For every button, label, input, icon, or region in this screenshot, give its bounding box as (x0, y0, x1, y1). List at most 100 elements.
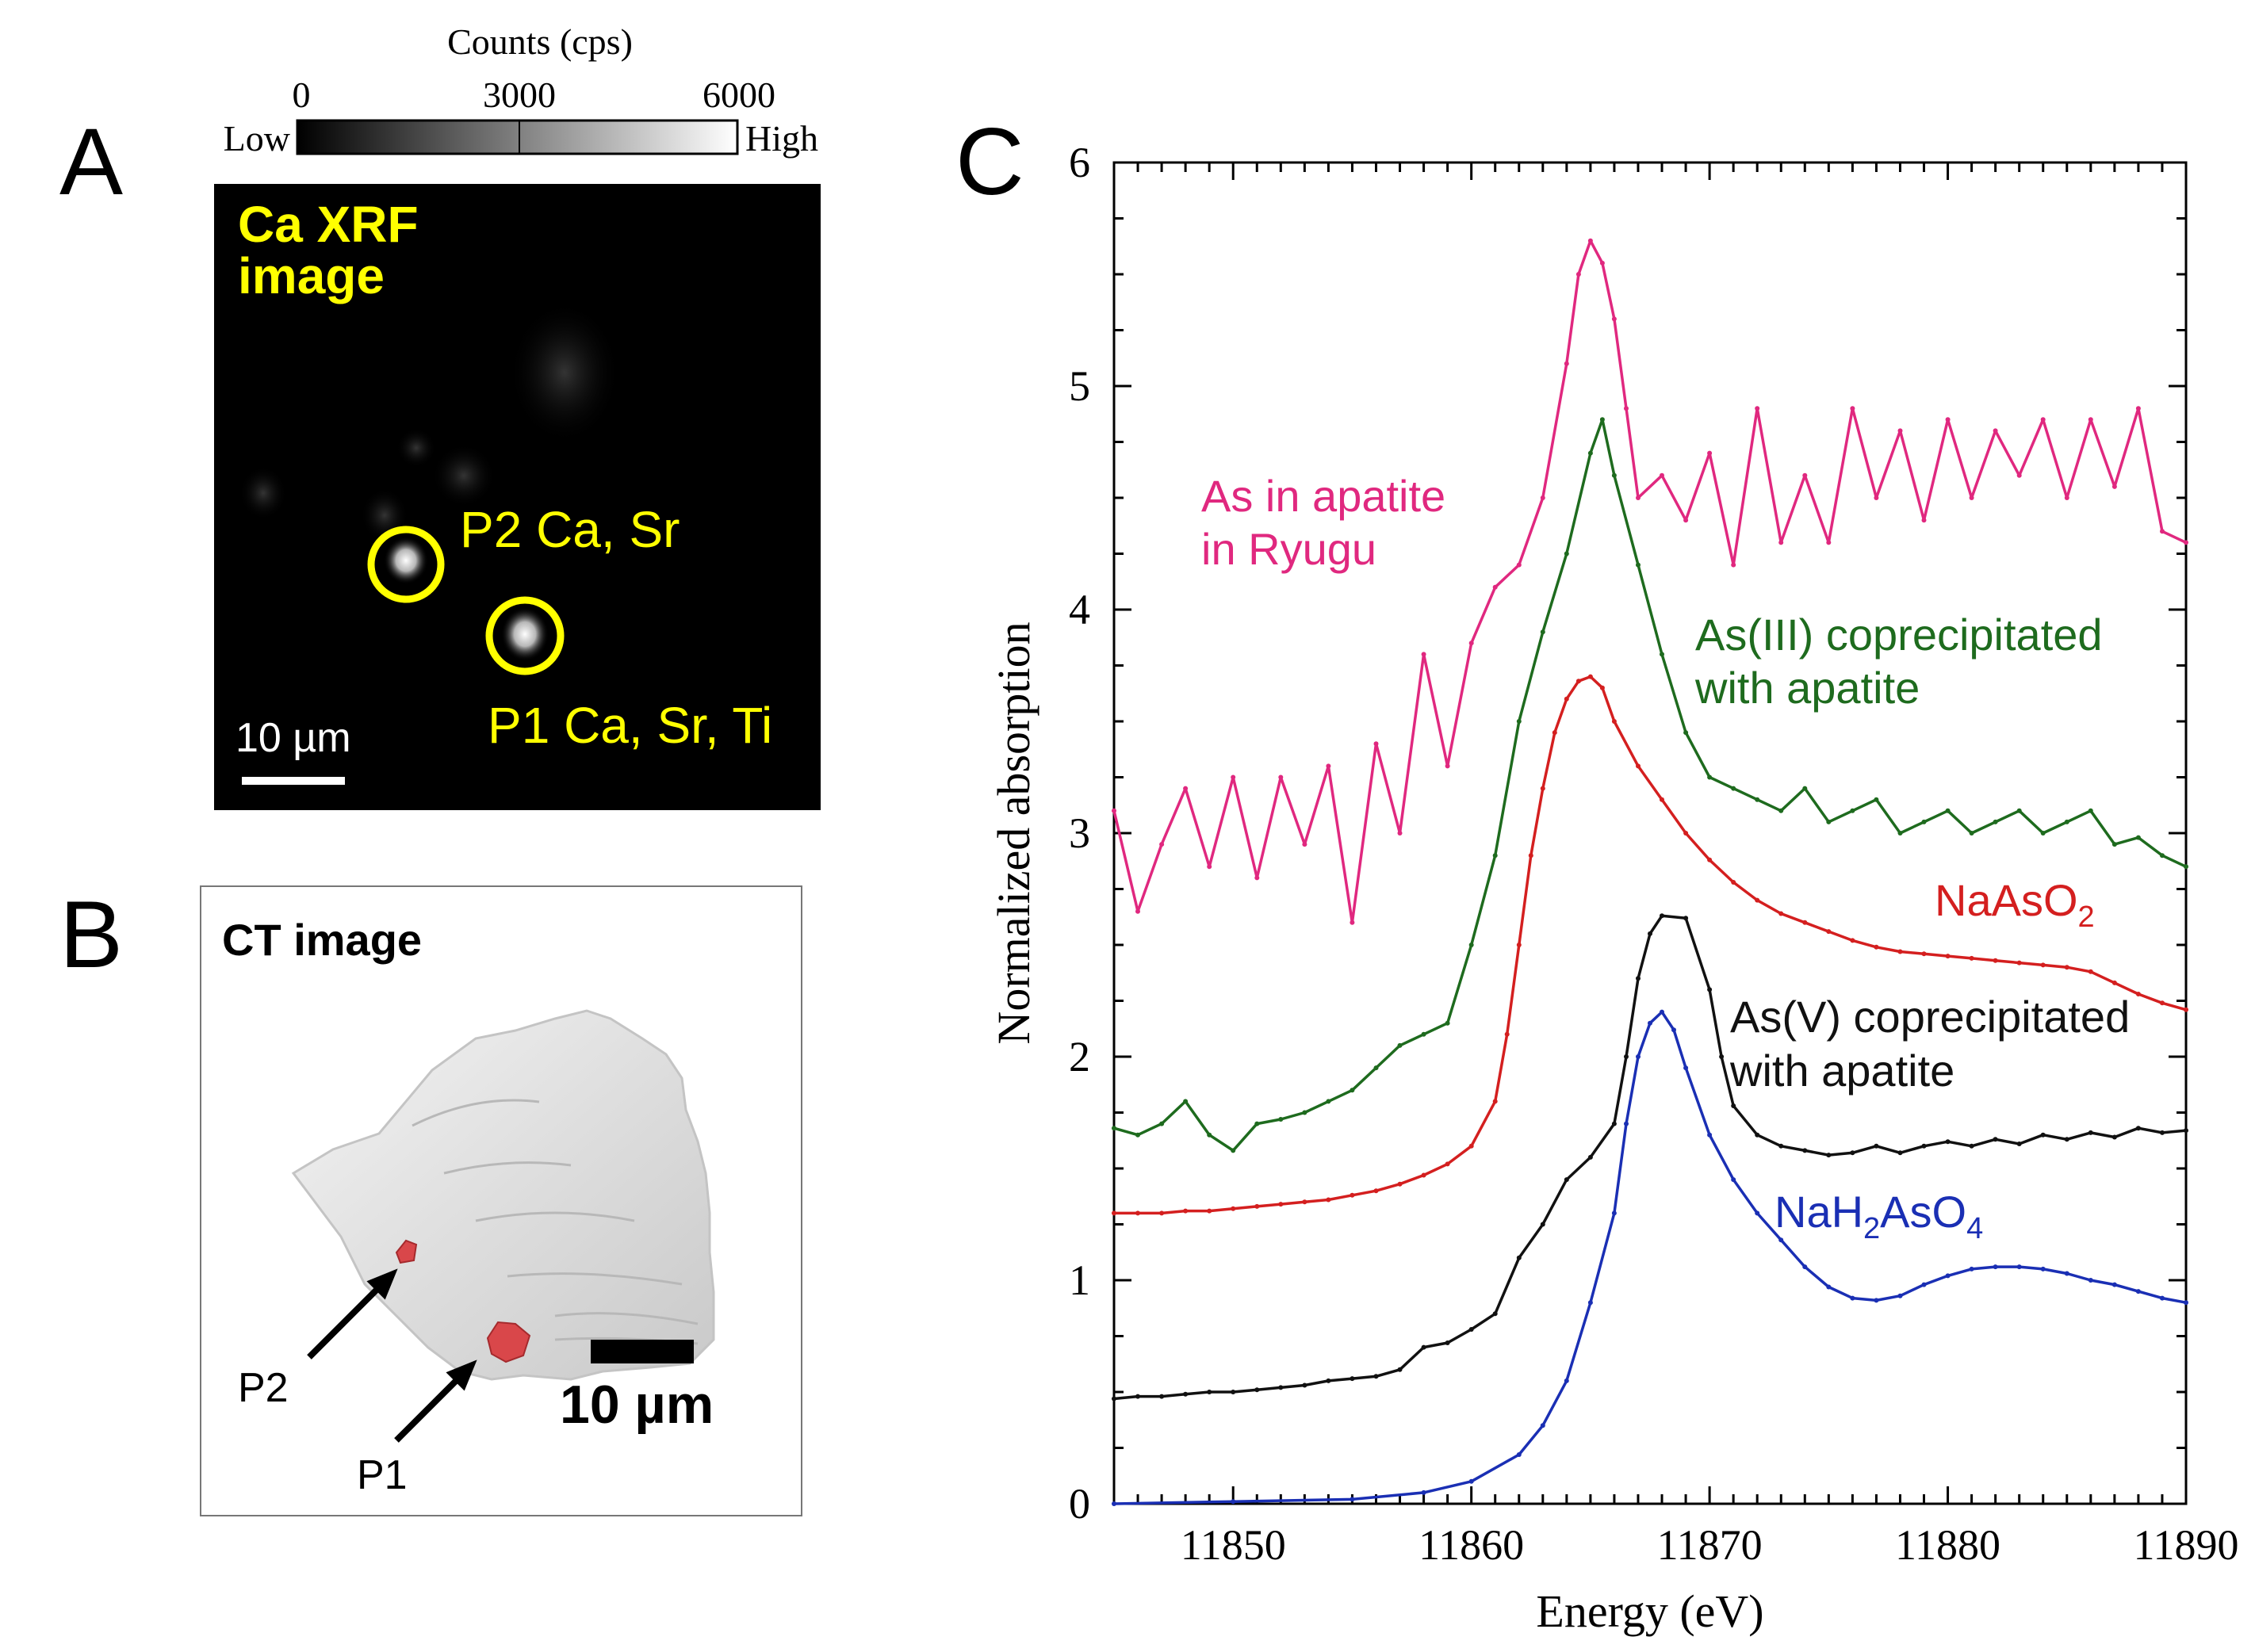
data-point (1683, 518, 1689, 523)
data-point (1636, 976, 1641, 981)
data-point (1231, 1499, 1236, 1505)
ct-p1-label: P1 (357, 1452, 408, 1498)
data-point (1575, 679, 1581, 684)
y-tick-label: 4 (1069, 586, 1090, 633)
data-point (2040, 1132, 2046, 1138)
data-point (1564, 696, 1569, 702)
label-nah2aso4: NaH2AsO4 (1775, 1187, 1983, 1245)
label-nah2aso4-p3: 4 (1966, 1212, 1983, 1245)
data-point (1421, 1172, 1426, 1178)
data-point (1564, 1378, 1569, 1383)
data-point (1611, 1210, 1617, 1216)
data-point (2135, 1126, 2141, 1131)
data-point (1207, 864, 1212, 870)
data-point (1302, 1382, 1307, 1388)
data-point (1731, 880, 1736, 885)
xrf-title-line2: image (238, 247, 385, 304)
data-point (1540, 1222, 1545, 1227)
x-axis-label: Energy (eV) (1536, 1585, 1763, 1637)
data-point (1778, 911, 1784, 916)
data-point (1921, 819, 1927, 824)
data-point (1802, 1264, 1808, 1270)
plot-frame (1112, 161, 2188, 1505)
data-point (1707, 857, 1713, 862)
data-point (1468, 943, 1474, 947)
data-point (1611, 472, 1617, 478)
data-point (1850, 1295, 1855, 1301)
data-point (1159, 1210, 1165, 1216)
data-point (1993, 428, 1998, 434)
data-point (1921, 518, 1927, 523)
colorbar-title: Counts (cps) (447, 21, 633, 62)
arrow-p1-head (446, 1359, 477, 1391)
data-point (2160, 1000, 2165, 1006)
ct-particle-p1 (486, 1321, 531, 1363)
colorbar-tick-3000: 3000 (483, 75, 556, 115)
data-point (1516, 562, 1522, 568)
data-point (1135, 1132, 1140, 1138)
data-point (1850, 406, 1855, 411)
data-point (1445, 1340, 1450, 1345)
data-point (1850, 808, 1855, 813)
data-point (1207, 1208, 1212, 1214)
data-point (1969, 955, 1974, 961)
data-point (1231, 1206, 1236, 1211)
data-point (1302, 1110, 1307, 1115)
data-point (1183, 786, 1189, 791)
data-point (1159, 1121, 1165, 1126)
data-point (1660, 913, 1664, 919)
data-point (2064, 819, 2069, 824)
data-point (2088, 417, 2093, 423)
xrf-image: Ca XRF image P2 Ca, Sr P1 Ca, Sr, Ti 10 … (214, 184, 821, 810)
data-point (1731, 1177, 1736, 1183)
data-point (2088, 969, 2093, 974)
data-point (1755, 1210, 1760, 1216)
y-tick-label: 5 (1069, 362, 1090, 410)
data-point (1778, 1237, 1784, 1243)
xrf-haze (239, 466, 287, 520)
panel-b: B CT image P2 P1 10 µm (59, 881, 802, 1516)
data-point (1921, 1143, 1927, 1149)
data-point (1326, 1099, 1331, 1104)
data-point (1921, 951, 1927, 957)
data-point (1350, 1497, 1355, 1502)
xrf-background (214, 184, 821, 810)
data-point (2088, 1278, 2093, 1283)
data-point (1159, 1394, 1165, 1399)
data-point (1731, 786, 1736, 791)
data-point (1112, 1501, 1116, 1506)
xrf-scale-bar (242, 777, 345, 785)
data-point (2184, 1300, 2188, 1306)
data-point (2016, 808, 2022, 813)
data-point (2135, 406, 2141, 411)
data-point (1302, 842, 1307, 847)
data-point (1528, 853, 1533, 859)
label-naaso2: NaAsO2 (1935, 875, 2095, 934)
data-point (1755, 897, 1760, 903)
data-point (1159, 842, 1165, 847)
data-point (1421, 1031, 1426, 1037)
data-point (2016, 1141, 2022, 1146)
data-point (1326, 763, 1331, 769)
data-point (2184, 864, 2188, 870)
axis-ticks: 11850 11860 11870 11880 11890 0 1 2 3 4 5 6 (1069, 139, 2239, 1569)
data-point (1183, 1391, 1189, 1397)
data-point (1468, 1143, 1474, 1149)
data-point (1552, 730, 1557, 736)
colorbar-high-label: High (745, 118, 818, 159)
data-point (1135, 908, 1140, 914)
data-point (1373, 741, 1379, 747)
data-point (1231, 1390, 1236, 1394)
xrf-haze (432, 444, 496, 507)
data-point (1516, 1452, 1522, 1457)
data-point (2111, 484, 2117, 489)
data-point (1207, 1132, 1212, 1138)
x-tick-label: 11860 (1418, 1521, 1524, 1569)
data-point (2184, 1128, 2188, 1134)
data-point (2160, 1295, 2165, 1301)
data-point (1802, 1148, 1808, 1153)
data-point (1611, 316, 1617, 322)
data-point (1897, 831, 1903, 836)
data-point (1731, 562, 1736, 568)
